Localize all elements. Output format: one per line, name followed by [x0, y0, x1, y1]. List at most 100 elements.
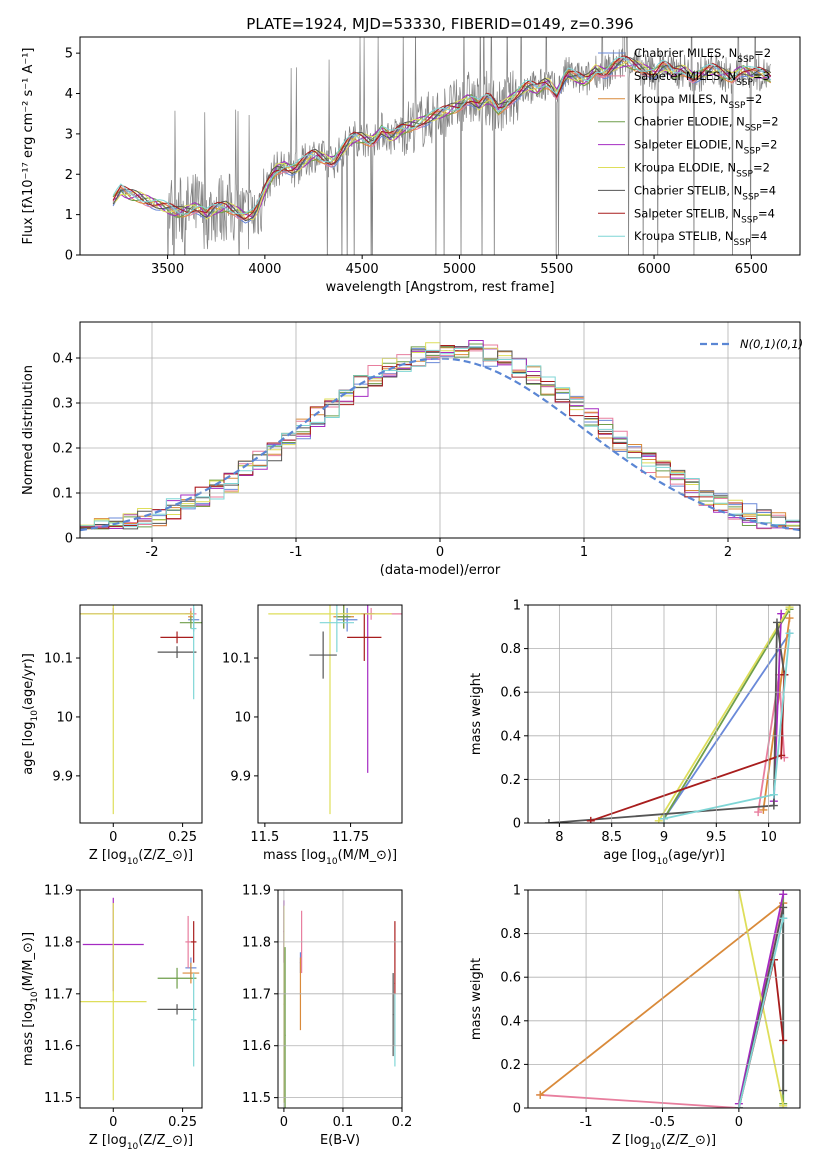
- model-line-5: [112, 60, 771, 220]
- mass-vs-Z-frame: [79, 889, 203, 1109]
- mass-vs-Z-tick-label-y: 11.6: [44, 1039, 73, 1054]
- massweight-vs-Z-tick-label-y: 1: [513, 884, 521, 899]
- mass-vs-Z-tick-label-x: 0: [109, 1115, 117, 1130]
- residuals-tick-label-y: 0.2: [52, 442, 73, 457]
- massweight-vs-Z-marker-5-1: [779, 1101, 788, 1108]
- spectrum-tick-label-y: 0: [65, 249, 73, 264]
- massweight-vs-age-tick-label-x: 8: [555, 830, 563, 845]
- mass-vs-EBV-frame: [277, 889, 403, 1109]
- massweight-vs-age-tick-label-y: 1: [513, 599, 521, 614]
- spectrum-tick-label-x: 6500: [735, 262, 768, 277]
- mass-vs-EBV-tick-label-y: 11.5: [242, 1091, 271, 1106]
- mass-vs-EBV-tick-label-x: 0: [280, 1115, 288, 1130]
- spectrum-plot-area: [112, 37, 772, 255]
- spectrum-frame: [79, 36, 801, 256]
- age-vs-mass-plot-area: [268, 605, 402, 815]
- age-vs-Z-tick-label-y: 10.1: [44, 652, 73, 667]
- panel-spectrum: 3500 4000 4500 5000 5500 6000 6500 0 1 2 3 4 5 wavele…: [21, 36, 801, 295]
- age-vs-Z-ylabel: age [log10(age/yr)]: [21, 653, 40, 775]
- legend-entry-5: Kroupa ELODIE, NSSP=2: [634, 161, 770, 180]
- model-line-3: [112, 62, 771, 218]
- panel-massweight-vs-age: 8 8.5 9 9.5 10 0 0.2 0.4 0.6 0.8 1 age [log10(age/y…: [469, 599, 801, 867]
- legend-entry-8: Kroupa STELIB, NSSP=4: [634, 229, 767, 248]
- age-vs-mass-tick-label-y: 10: [234, 710, 251, 725]
- massweight-vs-Z-tick-label-y: 0.6: [500, 971, 521, 986]
- massweight-vs-age-marker-6-1: [769, 801, 778, 810]
- massweight-vs-age-marker-5-0: [654, 816, 663, 823]
- massweight-vs-Z-tick-label-y: 0.8: [500, 927, 521, 942]
- massweight-vs-Z-plot-area: [536, 890, 788, 1108]
- massweight-vs-Z-tick-label-x: -0.5: [650, 1115, 675, 1130]
- massweight-vs-Z-line-2: [539, 902, 784, 1096]
- model-line-7: [112, 55, 772, 220]
- massweight-vs-age-tick-label-y: 0.4: [500, 729, 521, 744]
- massweight-vs-age-marker-1-0: [754, 808, 763, 817]
- massweight-vs-age-marker-2-1: [785, 614, 794, 623]
- massweight-vs-age-frame: [527, 604, 801, 824]
- mass-vs-EBV-tick-label-x: 0.1: [333, 1115, 354, 1130]
- massweight-vs-age-tick-label-y: 0.8: [500, 642, 521, 657]
- mass-vs-EBV-plot-area: [283, 900, 396, 1108]
- spectrum-tick-label-y: 4: [65, 87, 73, 102]
- massweight-vs-Z-marker-8-1: [779, 914, 788, 923]
- massweight-vs-age-marker-7-2: [780, 670, 789, 679]
- panel-mass-vs-Z: 0 0.25 11.5 11.6 11.7 11.8 11.9 Z [log10(Z/Z_⊙)…: [21, 884, 203, 1152]
- residuals-tick-label-y: 0.4: [52, 352, 73, 367]
- residuals-xlabel: (data-model)/error: [380, 563, 501, 578]
- mass-vs-Z-tick-label-y: 11.8: [44, 935, 73, 950]
- massweight-vs-Z-tick-label-y: 0: [513, 1102, 521, 1117]
- panel-age-vs-Z: 0 0.25 9.9 10 10.1 Z [log10(Z/Z_⊙)] age [log10…: [21, 604, 203, 867]
- massweight-vs-Z-line-7: [738, 959, 785, 1108]
- figure-title: PLATE=1924, MJD=53330, FIBERID=0149, z=0…: [246, 15, 633, 33]
- mass-vs-EBV-tick-label-y: 11.8: [242, 935, 271, 950]
- age-vs-mass-tick-label-y: 9.9: [230, 769, 251, 784]
- model-line-4: [112, 63, 771, 219]
- age-vs-Z-tick-label-y: 10: [56, 710, 73, 725]
- spectrum-tick-label-y: 2: [65, 168, 73, 183]
- panel-mass-vs-EBV: 0 0.1 0.2 11.5 11.6 11.7 11.8 11.9 E(B-V): [242, 884, 412, 1149]
- massweight-vs-age-tick-label-x: 10: [760, 830, 777, 845]
- massweight-vs-age-line-5: [658, 606, 791, 822]
- mass-vs-Z-tick-label-x: 0.25: [168, 1115, 197, 1130]
- massweight-vs-Z-tick-label-x: 0: [735, 1115, 743, 1130]
- massweight-vs-age-xlabel: age [log10(age/yr)]: [603, 848, 725, 867]
- age-vs-Z-xlabel: Z [log10(Z/Z_⊙)]: [89, 848, 193, 867]
- spectrum-xlabel: wavelength [Angstrom, rest frame]: [326, 280, 555, 295]
- spectrum-tick-label-x: 5000: [443, 262, 476, 277]
- mass-vs-EBV-tick-label-x: 0.2: [392, 1115, 413, 1130]
- spectrum-tick-label-y: 5: [65, 47, 73, 62]
- panel-age-vs-mass: 11.5 11.75 9.9 10 10.1 mass [log10(M/M_⊙)]: [222, 604, 403, 867]
- mass-vs-Z-tick-label-y: 11.7: [44, 987, 73, 1002]
- spectrum-tick-label-x: 4500: [346, 262, 379, 277]
- massweight-vs-Z-tick-label-x: -1: [580, 1115, 593, 1130]
- legend-entry-gaussian: N(0,1)(0,1): [740, 337, 803, 351]
- age-vs-mass-xlabel: mass [log10(M/M_⊙)]: [263, 848, 397, 867]
- age-vs-Z-frame: [79, 604, 203, 824]
- spectrum-tick-label-x: 5500: [540, 262, 573, 277]
- massweight-vs-age-marker-4-1: [777, 609, 786, 618]
- mass-vs-EBV-tick-label-y: 11.9: [242, 884, 271, 899]
- massweight-vs-Z-tick-label-y: 0.2: [500, 1058, 521, 1073]
- massweight-vs-age-tick-label-y: 0.6: [500, 686, 521, 701]
- mass-vs-Z-tick-label-y: 11.5: [44, 1091, 73, 1106]
- spectrum-tick-label-x: 6000: [638, 262, 671, 277]
- age-vs-mass-frame: [257, 604, 403, 824]
- age-vs-Z-tick-label-x: 0.25: [168, 830, 197, 845]
- massweight-vs-age-tick-label-x: 9.5: [706, 830, 727, 845]
- massweight-vs-age-tick-label-y: 0.2: [500, 773, 521, 788]
- residuals-tick-label-x: 1: [580, 545, 588, 560]
- massweight-vs-age-line-3: [663, 608, 791, 820]
- model-line-6: [112, 56, 772, 222]
- legend-entry-4: Salpeter ELODIE, NSSP=2: [634, 138, 777, 157]
- panel-massweight-vs-Z: -1 -0.5 0 0 0.2 0.4 0.6 0.8 1 Z [log10(Z/Z_⊙)] mas…: [469, 884, 801, 1152]
- massweight-vs-Z-marker-6-1: [779, 903, 788, 912]
- massweight-vs-age-tick-label-x: 9: [660, 830, 668, 845]
- legend-entry-6: Chabrier STELIB, NSSP=4: [634, 183, 776, 202]
- residuals-tick-label-x: -2: [146, 545, 159, 560]
- massweight-vs-age-marker-7-0: [586, 816, 595, 823]
- massweight-vs-age-plot-area: [544, 605, 794, 823]
- massweight-vs-age-line-1: [757, 674, 786, 813]
- legend-entry-0: Chabrier MILES, NSSP=2: [634, 46, 771, 65]
- legend-entry-3: Chabrier ELODIE, NSSP=2: [634, 115, 779, 134]
